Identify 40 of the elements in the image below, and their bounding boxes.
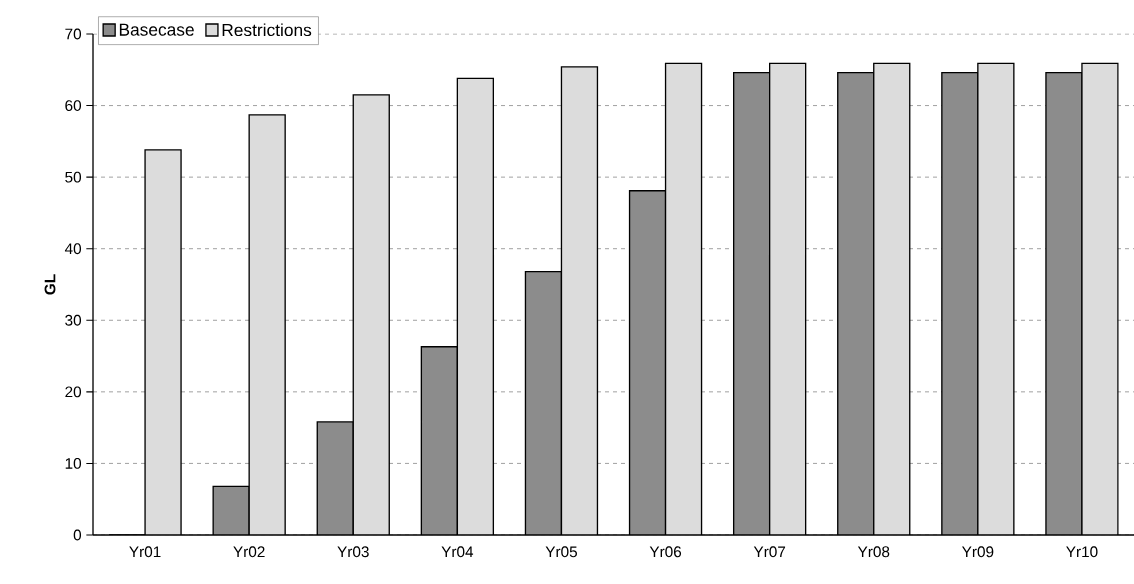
- bar: [977, 63, 1014, 535]
- bar: [317, 421, 354, 535]
- bar: [769, 63, 806, 535]
- bar: [145, 149, 182, 535]
- x-tick-label: Yr03: [337, 546, 369, 558]
- bar: [941, 72, 978, 535]
- x-tick-label: Yr10: [1066, 546, 1098, 558]
- x-tick-label: Yr08: [857, 546, 890, 558]
- bar: [1045, 71, 1083, 535]
- y-tick-label: 50: [65, 171, 82, 183]
- bar: [525, 271, 562, 535]
- y-tick-label: 40: [64, 243, 82, 255]
- y-tick-label: 30: [65, 314, 82, 326]
- x-tick-label: Yr04: [441, 546, 474, 558]
- x-tick-label: Yr01: [129, 546, 161, 558]
- bar: [213, 486, 250, 535]
- y-tick-label: 0: [73, 529, 82, 541]
- bar: [1081, 62, 1119, 535]
- bar: [733, 72, 770, 535]
- y-tick-label: 20: [65, 386, 82, 398]
- x-tick-label: Yr09: [961, 546, 994, 558]
- y-tick-label: 60: [65, 100, 82, 111]
- bar: [457, 78, 494, 535]
- bar: [629, 190, 666, 535]
- y-tick-label: 70: [65, 28, 82, 40]
- bar: [561, 66, 598, 535]
- y-axis-title: GL: [44, 274, 56, 295]
- bar: [665, 63, 702, 535]
- y-tick-label: 10: [65, 457, 82, 469]
- x-tick-label: Yr07: [753, 546, 786, 558]
- x-tick-label: Yr06: [649, 546, 682, 558]
- bar: [837, 72, 874, 535]
- bar: [249, 114, 286, 535]
- bar: [353, 94, 390, 535]
- x-tick-label: Yr02: [233, 546, 265, 558]
- bar: [421, 346, 458, 535]
- legend-label: Basecase: [119, 23, 194, 36]
- bar: [873, 63, 910, 535]
- legend-label: Restrictions: [222, 23, 312, 37]
- x-tick-label: Yr05: [545, 546, 577, 558]
